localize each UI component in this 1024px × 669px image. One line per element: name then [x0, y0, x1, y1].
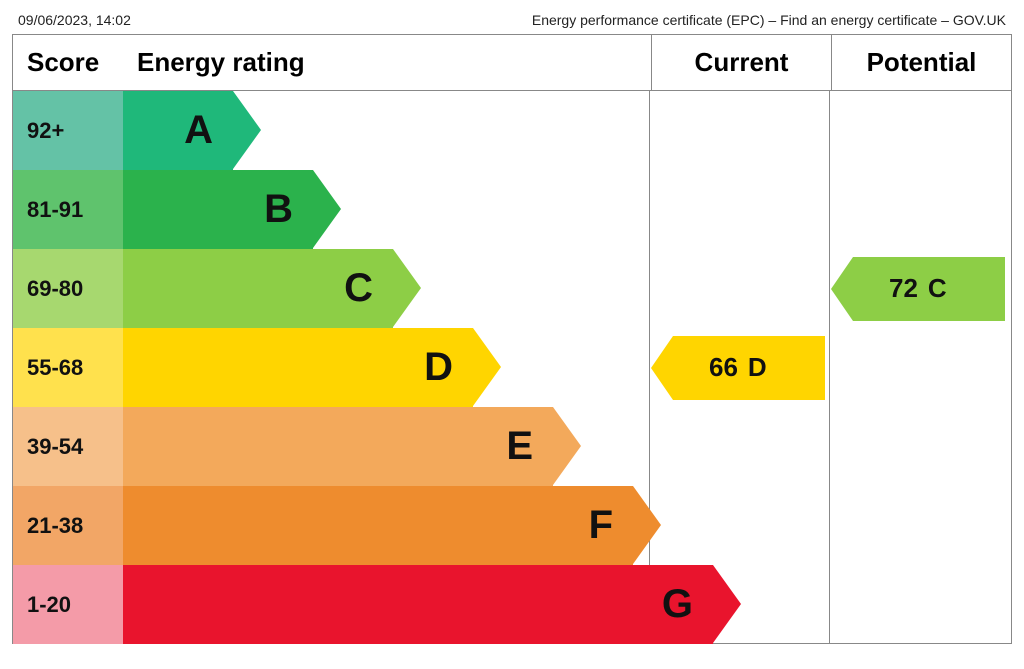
epc-chart: Score Energy rating Current Potential 92… [12, 34, 1012, 644]
score-range: 92+ [13, 91, 123, 170]
current-value: 66 [709, 352, 738, 383]
rating-band: G [123, 565, 713, 644]
rating-row-c: 69-80C [13, 249, 393, 328]
rating-band: D [123, 328, 473, 407]
column-divider [829, 91, 830, 644]
chart-body: 92+A81-91B69-80C55-68D39-54E21-38F1-20G6… [13, 91, 1011, 644]
potential-letter: C [928, 273, 947, 304]
rating-band: E [123, 407, 553, 486]
rating-band: C [123, 249, 393, 328]
potential-value: 72 [889, 273, 918, 304]
header-row: Score Energy rating Current Potential [13, 35, 1011, 91]
rating-row-g: 1-20G [13, 565, 713, 644]
header-potential: Potential [831, 35, 1011, 90]
rating-band: A [123, 91, 233, 170]
rating-row-b: 81-91B [13, 170, 313, 249]
header-current: Current [651, 35, 831, 90]
rating-row-e: 39-54E [13, 407, 553, 486]
score-range: 69-80 [13, 249, 123, 328]
header-rating: Energy rating [123, 47, 651, 78]
top-meta-bar: 09/06/2023, 14:02 Energy performance cer… [12, 12, 1012, 34]
score-range: 55-68 [13, 328, 123, 407]
score-range: 1-20 [13, 565, 123, 644]
score-range: 39-54 [13, 407, 123, 486]
rating-band: F [123, 486, 633, 565]
rating-row-f: 21-38F [13, 486, 633, 565]
current-letter: D [748, 352, 767, 383]
current-marker: 66 D [673, 336, 825, 400]
score-range: 21-38 [13, 486, 123, 565]
rating-row-d: 55-68D [13, 328, 473, 407]
score-range: 81-91 [13, 170, 123, 249]
rating-row-a: 92+A [13, 91, 233, 170]
header-score: Score [13, 47, 123, 78]
potential-marker: 72 C [853, 257, 1005, 321]
rating-band: B [123, 170, 313, 249]
page-title: Energy performance certificate (EPC) – F… [532, 12, 1006, 28]
timestamp: 09/06/2023, 14:02 [18, 12, 131, 28]
